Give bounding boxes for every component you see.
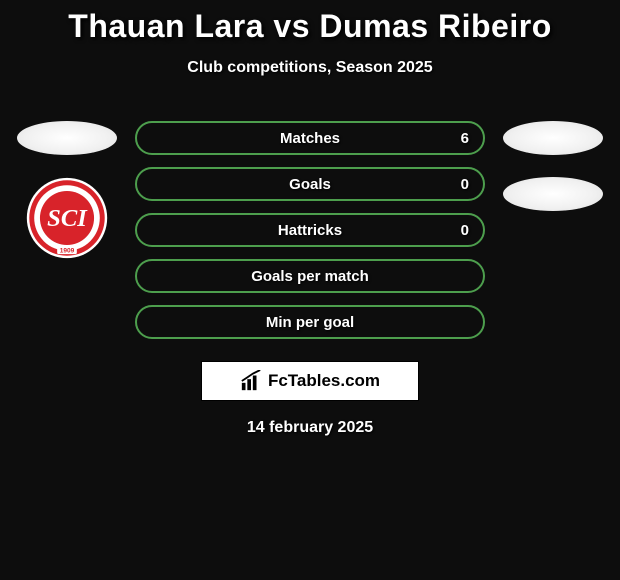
stat-label: Matches [280, 130, 340, 147]
stat-value-right: 0 [461, 176, 469, 193]
stat-row-matches: Matches 6 [135, 121, 485, 155]
comparison-infographic: Thauan Lara vs Dumas Ribeiro Club compet… [0, 0, 620, 437]
left-column: SCI 1909 [7, 121, 127, 259]
club-badge-left: SCI 1909 [26, 177, 108, 259]
stat-value-right: 6 [461, 130, 469, 147]
title: Thauan Lara vs Dumas Ribeiro [0, 8, 620, 45]
player-avatar-left [17, 121, 117, 155]
footer: FcTables.com 14 february 2025 [0, 361, 620, 437]
subtitle: Club competitions, Season 2025 [0, 59, 620, 77]
stat-label: Goals [289, 176, 331, 193]
internacional-badge-icon: SCI 1909 [26, 177, 108, 259]
stat-row-min-per-goal: Min per goal [135, 305, 485, 339]
club-avatar-right [503, 177, 603, 211]
stat-value-right: 0 [461, 222, 469, 239]
brand-text: FcTables.com [268, 371, 380, 391]
stat-label: Goals per match [251, 268, 369, 285]
stat-label: Hattricks [278, 222, 342, 239]
right-column [493, 121, 613, 211]
player-avatar-right [503, 121, 603, 155]
stat-label: Min per goal [266, 314, 354, 331]
stats-column: Matches 6 Goals 0 Hattricks 0 Goals per … [135, 121, 485, 339]
brand-box: FcTables.com [201, 361, 419, 401]
main-row: SCI 1909 Matches 6 Goals 0 [0, 121, 620, 339]
svg-text:SCI: SCI [47, 205, 88, 232]
badge-year: 1909 [60, 247, 75, 254]
stat-row-hattricks: Hattricks 0 [135, 213, 485, 247]
date-text: 14 february 2025 [247, 419, 373, 437]
stat-row-goals-per-match: Goals per match [135, 259, 485, 293]
bar-chart-icon [240, 370, 262, 392]
stat-row-goals: Goals 0 [135, 167, 485, 201]
